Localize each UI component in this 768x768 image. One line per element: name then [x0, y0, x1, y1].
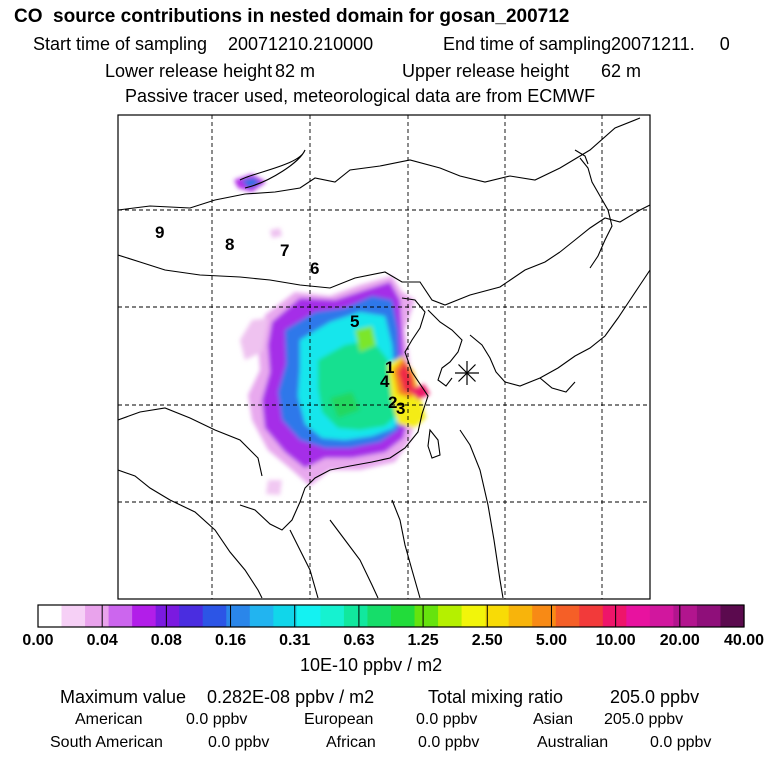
colorbar-cell: [673, 605, 698, 627]
colorbar-cell: [132, 605, 157, 627]
colorbar-cell: [461, 605, 486, 627]
region-name-african: African: [326, 734, 376, 751]
colorbar-cell: [696, 605, 722, 627]
colorbar-cell: [555, 605, 580, 627]
colorbar-cell: [414, 605, 439, 627]
end-time-label: End time of sampling: [443, 34, 612, 54]
region-name-south-american: South American: [50, 734, 163, 751]
region-name-australian: Australian: [537, 734, 609, 751]
end-time-value: 20071211. 0: [611, 34, 730, 54]
colorbar-cell: [296, 605, 321, 627]
lower-height-value: 82 m: [275, 61, 316, 81]
total-mixing-value: 205.0 ppbv: [610, 687, 700, 707]
colorbar-unit: 10E-10 ppbv / m2: [300, 655, 443, 675]
colorbar-cell: [532, 605, 557, 627]
region-name-european: European: [304, 711, 374, 728]
source-label-4: 4: [380, 372, 390, 391]
colorbar-tick-label: 0.63: [343, 632, 375, 649]
total-mixing-label: Total mixing ratio: [428, 687, 564, 707]
colorbar-cell: [602, 605, 627, 627]
max-value: 0.282E-08 ppbv / m2: [207, 687, 375, 707]
upper-height-label: Upper release height: [402, 61, 570, 81]
colorbar-cell: [155, 605, 180, 627]
region-value-american: 0.0 ppbv: [186, 711, 248, 728]
colorbar-tick-label: 5.00: [535, 632, 568, 649]
asterisk-icon: [455, 361, 479, 385]
colorbar-cell: [626, 605, 651, 627]
map-frame: [117, 114, 651, 600]
tracer-note: Passive tracer used, meteorological data…: [125, 86, 596, 106]
colorbar-tick-label: 0.04: [86, 632, 118, 649]
colorbar-cell: [720, 605, 745, 627]
colorbar-tick-label: 10.00: [595, 632, 636, 649]
colorbar-tick-label: 0.08: [150, 632, 182, 649]
colorbar-cell: [343, 605, 369, 627]
colorbar-cell: [108, 605, 133, 627]
start-time-label: Start time of sampling: [33, 34, 208, 54]
colorbar-tick-label: 0.31: [279, 632, 311, 649]
colorbar-cell: [179, 605, 204, 627]
source-label-8: 8: [225, 235, 234, 254]
region-value-south-american: 0.0 ppbv: [208, 734, 270, 751]
max-value-label: Maximum value: [60, 687, 187, 707]
colorbar-cell: [202, 605, 227, 627]
lat-lon-grid: [118, 115, 650, 599]
colorbar-cell: [249, 605, 274, 627]
region-name-american: American: [75, 711, 143, 728]
region-value-european: 0.0 ppbv: [416, 711, 478, 728]
source-label-6: 6: [310, 259, 319, 278]
region-name-asian: Asian: [533, 711, 574, 728]
source-label-9: 9: [155, 223, 164, 242]
colorbar-cell: [649, 605, 674, 627]
source-label-7: 7: [280, 241, 289, 260]
colorbar-tick-label: 2.50: [471, 632, 503, 649]
colorbar-cell: [579, 605, 604, 627]
colorbar-cell: [485, 605, 510, 627]
colorbar-tick-label: 40.00: [723, 632, 764, 649]
source-label-1: 1: [385, 358, 394, 377]
region-value-asian: 205.0 ppbv: [604, 711, 684, 728]
colorbar-cell: [438, 605, 463, 627]
region-value-australian: 0.0 ppbv: [650, 734, 712, 751]
lower-height-label: Lower release height: [105, 61, 273, 81]
colorbar-frame: [37, 604, 745, 628]
colorbar-tick-label: 0.00: [22, 632, 54, 649]
region-value-african: 0.0 ppbv: [418, 734, 480, 751]
colorbar-tick-label: 0.16: [214, 632, 247, 649]
map-title: CO source contributions in nested domain…: [14, 6, 570, 27]
source-label-2: 2: [388, 393, 397, 412]
colorbar-cell: [273, 605, 298, 627]
colorbar-cell: [508, 605, 533, 627]
upper-height-value: 62 m: [601, 61, 642, 81]
colorbar-cell: [226, 605, 251, 627]
start-time-value: 20071210.210000: [228, 34, 374, 54]
coastlines: [118, 117, 650, 599]
colorbar-tick-label: 20.00: [659, 632, 700, 649]
colorbar-cell: [320, 605, 345, 627]
colorbar-cell: [367, 605, 392, 627]
source-label-3: 3: [396, 399, 405, 418]
colorbar-cell: [85, 605, 110, 627]
colorbar-cell: [38, 605, 63, 627]
colorbar-cell: [391, 605, 416, 627]
source-label-5: 5: [350, 312, 359, 331]
colorbar-cell: [61, 605, 86, 627]
colorbar-tick-label: 1.25: [407, 632, 439, 649]
